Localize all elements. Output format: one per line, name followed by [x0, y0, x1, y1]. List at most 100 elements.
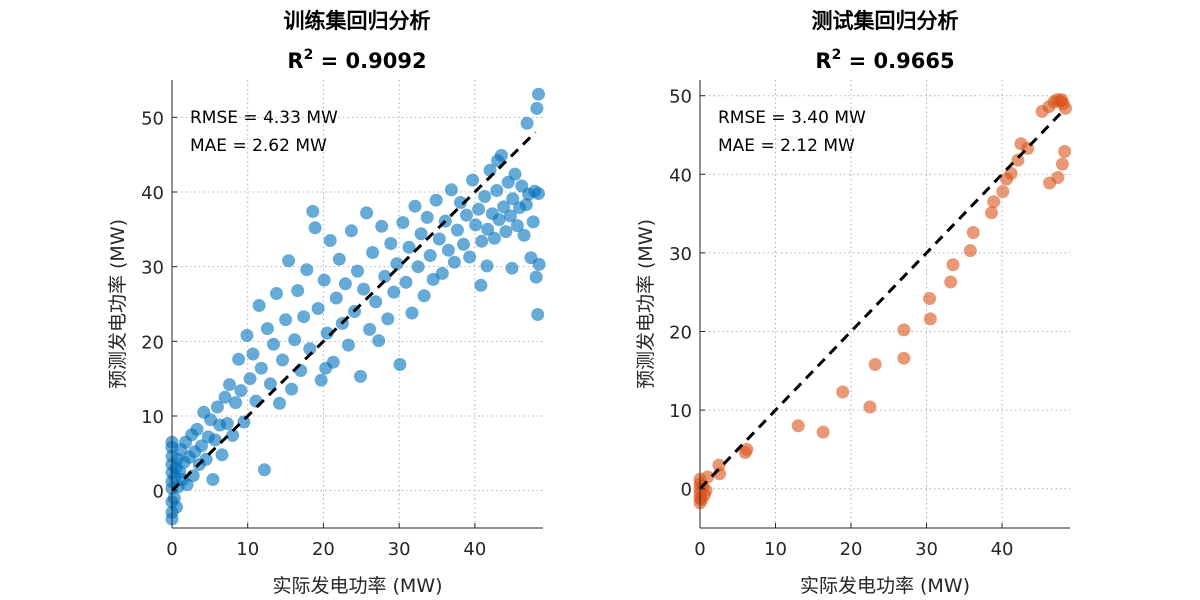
data-point	[223, 378, 236, 392]
chart-title: 训练集回归分析	[284, 9, 431, 33]
data-point	[199, 452, 213, 466]
x-tick-label: 40	[463, 539, 486, 560]
x-tick-label: 0	[694, 539, 705, 560]
data-point	[520, 116, 534, 130]
y-tick-label: 0	[681, 480, 692, 501]
data-point	[363, 322, 377, 336]
data-point	[357, 282, 371, 296]
data-point	[234, 384, 248, 398]
data-point	[332, 252, 346, 266]
data-point	[499, 225, 513, 239]
data-point	[529, 270, 543, 284]
data-point	[393, 358, 407, 371]
data-point	[229, 396, 243, 410]
data-point	[897, 323, 911, 337]
data-point	[414, 227, 428, 241]
data-point	[423, 249, 437, 262]
data-point	[220, 417, 234, 430]
train-panel: 0 10 20 30 40 0 10 20 30 40 50 实际发电功率 (MW) 预测发电功率 (M…	[107, 9, 546, 597]
data-point	[417, 289, 431, 303]
data-point	[366, 246, 380, 259]
data-point	[267, 337, 280, 351]
data-point	[1058, 145, 1072, 158]
data-point	[441, 243, 455, 257]
r2-title: R2 = 0.9092	[287, 47, 426, 73]
r2-value: = 0.9092	[313, 49, 426, 73]
y-tick-label: 30	[141, 258, 164, 279]
data-point	[351, 264, 364, 278]
data-point	[497, 200, 511, 214]
data-point	[457, 237, 470, 251]
x-tick-label: 30	[388, 539, 411, 560]
data-point	[243, 372, 257, 386]
data-point	[868, 358, 882, 371]
data-point	[260, 322, 274, 336]
data-point	[411, 260, 425, 274]
data-point	[390, 257, 404, 271]
data-point	[170, 500, 183, 514]
data-point	[1055, 93, 1069, 107]
data-point	[447, 255, 461, 269]
data-point	[215, 448, 229, 462]
data-point	[218, 390, 232, 404]
data-point	[263, 377, 277, 391]
data-point	[519, 198, 533, 212]
data-point	[246, 347, 260, 361]
data-point	[454, 196, 467, 209]
data-point	[791, 419, 805, 433]
data-point	[508, 167, 522, 181]
x-tick-label: 10	[764, 539, 787, 560]
data-point	[996, 185, 1010, 199]
data-point	[369, 295, 383, 309]
data-point	[460, 208, 473, 222]
x-tick-label: 20	[312, 539, 335, 560]
data-point	[288, 333, 302, 347]
data-point	[306, 204, 320, 218]
y-axis-label: 预测发电功率 (MW)	[635, 219, 657, 389]
data-point	[257, 463, 271, 477]
data-point	[466, 173, 480, 187]
data-point	[463, 250, 477, 264]
data-point	[532, 87, 545, 101]
data-point	[420, 210, 434, 224]
data-point	[897, 351, 911, 365]
data-point	[923, 312, 937, 326]
data-point	[249, 394, 263, 408]
data-point	[387, 285, 401, 299]
data-point	[317, 273, 331, 287]
data-point	[816, 425, 830, 439]
data-point	[226, 428, 240, 442]
data-points	[165, 87, 546, 526]
data-point	[478, 190, 492, 203]
r2-label: R	[287, 49, 303, 73]
data-point	[378, 269, 392, 283]
data-point	[291, 284, 305, 298]
data-point	[273, 396, 286, 410]
data-point	[1055, 157, 1069, 171]
data-point	[517, 228, 531, 242]
r2-superscript: 2	[304, 47, 314, 63]
data-point	[531, 308, 545, 321]
data-point	[208, 433, 222, 447]
data-point	[469, 218, 483, 232]
data-point	[402, 240, 416, 254]
data-point	[526, 215, 540, 229]
chart-title: 测试集回归分析	[812, 9, 959, 33]
x-tick-label: 20	[840, 539, 863, 560]
data-point	[405, 306, 419, 320]
y-tick-label: 10	[669, 401, 692, 422]
r2-label: R	[815, 49, 831, 73]
data-point	[481, 222, 495, 236]
data-point	[472, 202, 486, 216]
data-point	[408, 199, 422, 213]
data-point	[474, 278, 488, 292]
data-point	[985, 206, 998, 220]
data-point	[294, 364, 308, 377]
data-point	[232, 352, 246, 366]
data-point	[506, 192, 520, 206]
data-point	[384, 237, 398, 250]
data-point	[505, 261, 519, 275]
data-point	[863, 400, 877, 414]
data-point	[375, 219, 389, 233]
data-point	[963, 244, 977, 258]
